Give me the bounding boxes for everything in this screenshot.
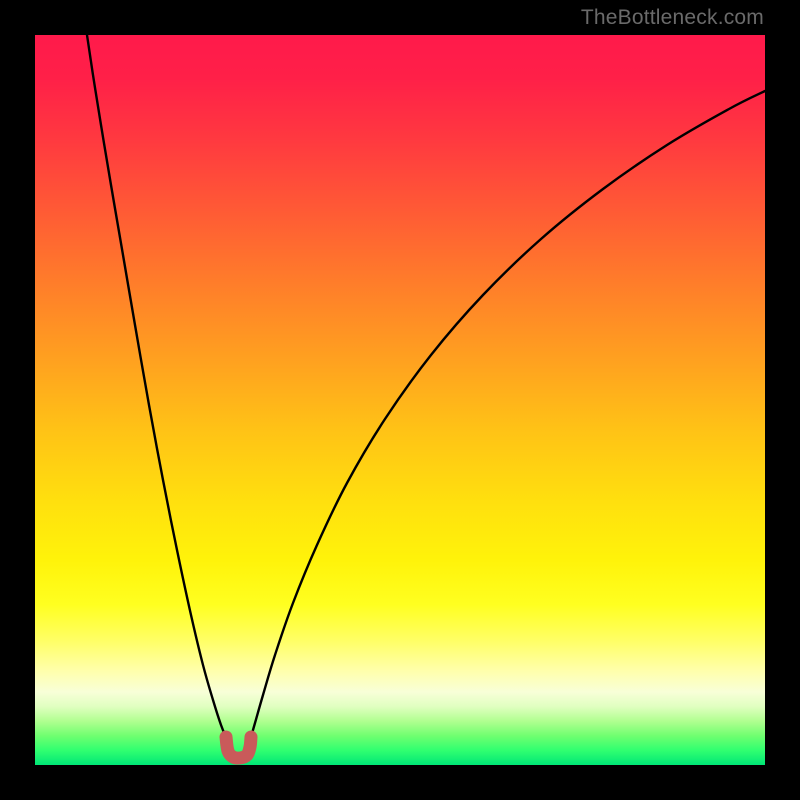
bottom-marker: [226, 737, 251, 758]
chart-frame: TheBottleneck.com: [0, 0, 800, 800]
curve-right: [251, 91, 765, 737]
plot-area: [35, 35, 765, 765]
curves-layer: [35, 35, 765, 765]
watermark-text: TheBottleneck.com: [581, 6, 764, 30]
curve-left: [87, 35, 226, 737]
